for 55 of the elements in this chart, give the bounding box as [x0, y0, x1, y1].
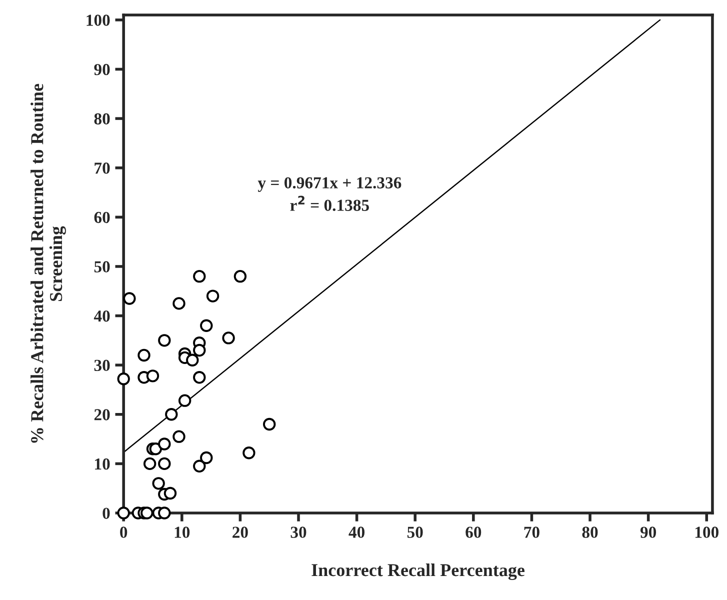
point — [158, 457, 171, 470]
point — [262, 418, 276, 431]
x-tick-label: 100 — [695, 526, 718, 538]
annotation: r$^{2}$ = 0.1385 — [290, 196, 369, 212]
point — [149, 442, 162, 456]
point — [200, 319, 213, 332]
y-tick-label: 80 — [94, 113, 110, 124]
x-tick-label: 50 — [407, 526, 423, 538]
x-tick-label: 30 — [290, 526, 306, 538]
y-tick-label: 30 — [94, 360, 110, 372]
point — [193, 371, 206, 384]
point — [140, 506, 154, 520]
y-tick-label: 60 — [94, 212, 110, 224]
y-tick-label: 100 — [86, 14, 110, 26]
point — [172, 430, 186, 443]
point — [193, 344, 206, 357]
point — [138, 348, 150, 362]
point — [193, 460, 206, 473]
x-tick-label: 60 — [466, 526, 482, 538]
point — [186, 354, 199, 367]
x-tick-label: 0 — [120, 526, 128, 538]
point — [158, 506, 171, 520]
point — [164, 486, 177, 500]
y-tick-label: 50 — [94, 261, 110, 272]
point — [178, 394, 192, 407]
x-axis-title: Incorrect Recall Percentage — [312, 564, 525, 580]
point — [222, 332, 235, 344]
x-tick-label: 90 — [640, 526, 656, 538]
point — [158, 334, 171, 347]
point — [117, 372, 130, 386]
point — [234, 270, 247, 283]
annotation: y = 0.9671x + 12.336 — [258, 177, 402, 192]
point — [200, 451, 213, 464]
point — [172, 297, 186, 310]
y-tick-label: 40 — [94, 310, 110, 322]
y-tick-label: 90 — [94, 64, 110, 76]
x-tick-label: 20 — [232, 526, 248, 538]
y-tick-label: 70 — [94, 162, 110, 174]
x-tick-label: 80 — [582, 526, 598, 538]
point — [143, 457, 156, 470]
x-tick-label: 40 — [348, 526, 365, 538]
point — [146, 370, 160, 382]
x-tick-label: 10 — [174, 526, 190, 538]
point — [242, 446, 256, 460]
point — [158, 438, 171, 450]
y-tick-label: 0 — [102, 508, 110, 519]
y-axis-title: % Recalls Arbitrated and Returned to Routine Screening — [30, 84, 66, 443]
point — [206, 290, 220, 302]
x-tick-label: 70 — [524, 526, 540, 538]
point — [123, 292, 136, 305]
y-tick-label: 10 — [95, 458, 110, 470]
point — [152, 477, 165, 490]
y-tick-label: 20 — [94, 409, 110, 420]
point — [193, 270, 206, 283]
point — [165, 408, 178, 421]
